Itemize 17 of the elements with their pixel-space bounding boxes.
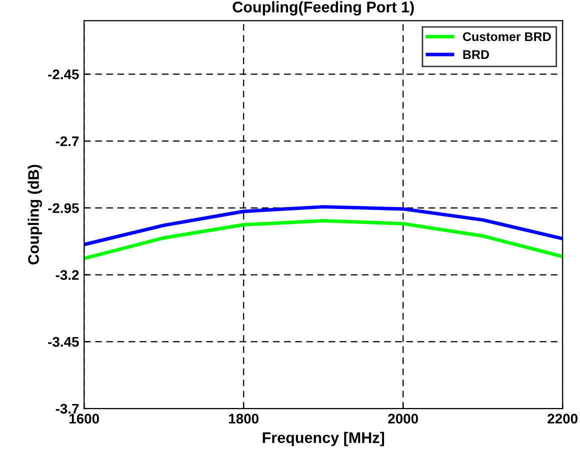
legend-label: BRD xyxy=(463,50,490,59)
legend-label: Customer BRD xyxy=(462,32,551,42)
line-series xyxy=(84,205,563,246)
y-tick-label: -3.7 xyxy=(56,404,79,414)
line-series xyxy=(84,219,563,260)
y-tick-label: -3.45 xyxy=(48,336,79,347)
chart-title: Coupling(Feeding Port 1) xyxy=(232,1,414,16)
y-tick-label: -2.95 xyxy=(48,203,79,214)
x-tick-label: 2000 xyxy=(388,414,418,424)
x-axis-title: Frequency [MHz] xyxy=(262,432,384,446)
y-tick-label: -2.45 xyxy=(48,69,79,80)
x-tick-label: 2200 xyxy=(548,414,578,424)
y-axis-title: Coupling (dB) xyxy=(28,164,42,264)
x-tick-label: 1600 xyxy=(70,414,99,424)
y-tick-label: -3.2 xyxy=(56,270,79,280)
x-tick-label: 1800 xyxy=(229,414,258,424)
y-tick-label: -2.7 xyxy=(56,136,79,146)
